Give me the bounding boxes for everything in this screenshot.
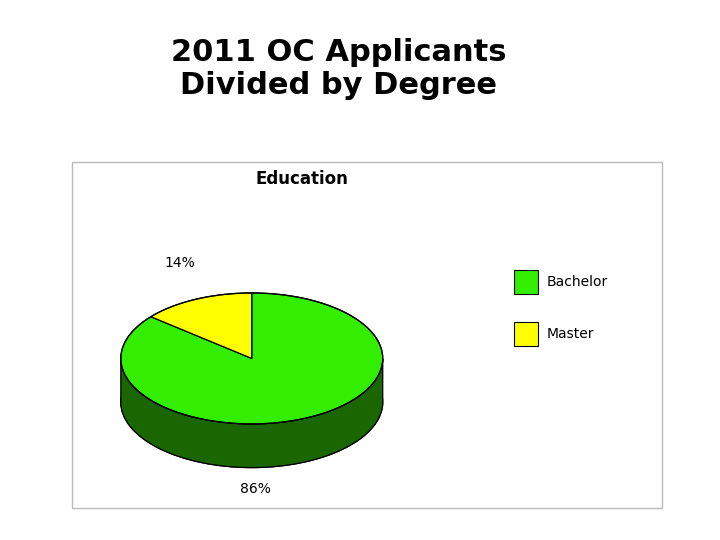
Text: 14%: 14% [164,256,195,271]
Text: Master: Master [546,327,594,341]
Polygon shape [121,293,383,424]
Ellipse shape [121,336,383,468]
FancyBboxPatch shape [514,322,538,346]
Text: Education: Education [256,170,348,188]
Text: 86%: 86% [240,482,271,496]
Text: Bachelor: Bachelor [546,275,608,289]
Polygon shape [151,293,252,359]
Text: 2011 OC Applicants
Divided by Degree: 2011 OC Applicants Divided by Degree [171,38,506,100]
FancyBboxPatch shape [514,270,538,294]
Polygon shape [121,359,383,468]
